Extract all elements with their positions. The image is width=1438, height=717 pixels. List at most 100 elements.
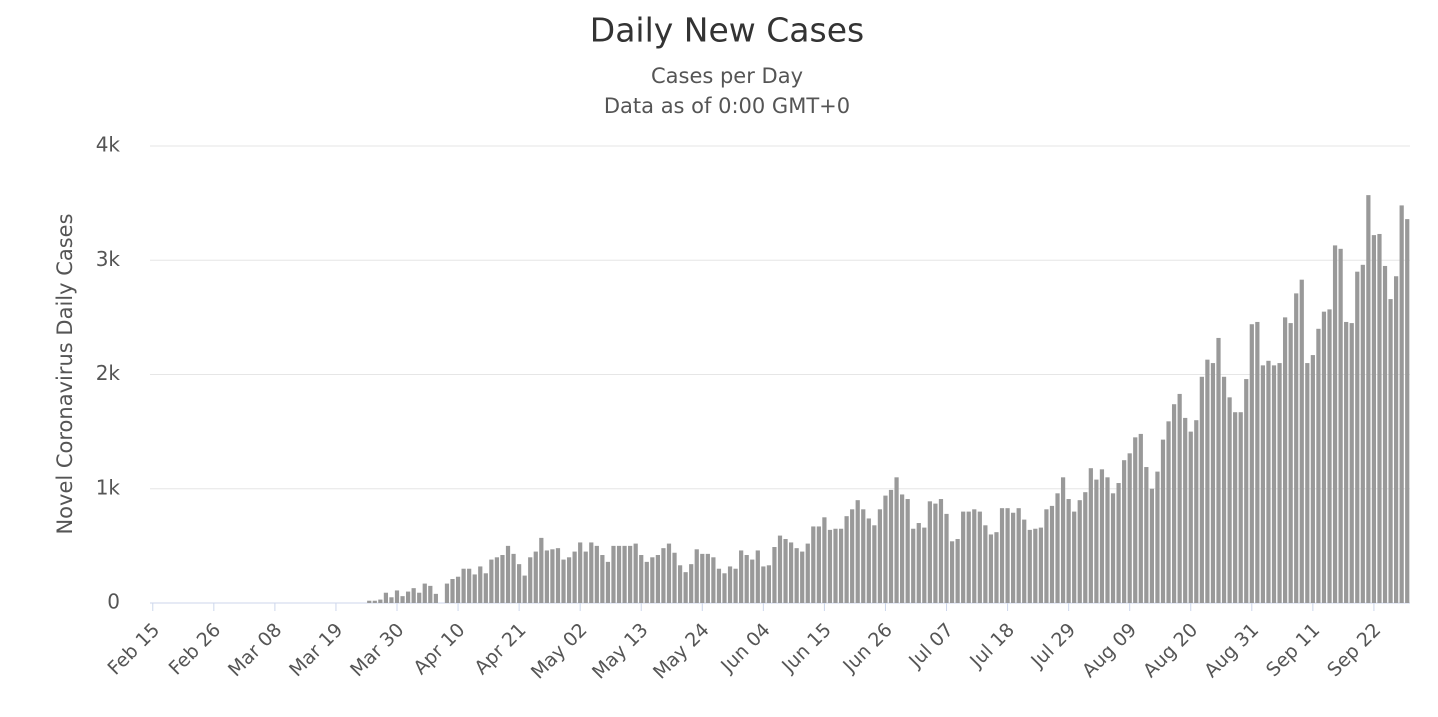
- bar: [838, 528, 844, 603]
- x-tick-label: Jun 15: [777, 619, 836, 678]
- bar: [583, 551, 588, 603]
- x-tick-label: Sep 22: [1323, 619, 1385, 681]
- bar: [900, 494, 905, 603]
- bar: [1105, 477, 1110, 603]
- bar: [1138, 433, 1143, 603]
- bar: [411, 588, 416, 603]
- bar: [1166, 421, 1171, 603]
- bar: [539, 537, 544, 603]
- bar: [1288, 323, 1293, 603]
- bar: [528, 557, 533, 603]
- bar: [866, 518, 871, 603]
- bar: [833, 528, 838, 603]
- bar: [494, 557, 500, 603]
- bar: [772, 547, 777, 603]
- bar: [983, 525, 988, 603]
- bar: [428, 585, 433, 603]
- bar: [616, 545, 622, 603]
- bar: [372, 600, 377, 603]
- bar: [1027, 529, 1032, 603]
- bar: [1005, 508, 1010, 603]
- bar: [1171, 404, 1177, 603]
- bar: [777, 535, 783, 603]
- bar: [677, 565, 683, 603]
- bar: [628, 545, 633, 603]
- bar: [1388, 299, 1393, 603]
- bar: [1083, 492, 1088, 603]
- bar: [1011, 512, 1016, 603]
- y-axis-label: Novel Coronavirus Daily Cases: [53, 213, 77, 534]
- bar: [755, 550, 760, 603]
- bar: [722, 573, 727, 603]
- x-tick-label: Jun 04: [716, 619, 775, 678]
- bar: [383, 592, 389, 603]
- bar: [905, 499, 910, 603]
- bar: [422, 583, 427, 603]
- bar: [1155, 471, 1160, 603]
- bar: [517, 564, 522, 603]
- bar: [739, 550, 744, 603]
- x-tick-label: Aug 20: [1139, 619, 1202, 682]
- bar: [1199, 376, 1204, 603]
- x-tick-label: Mar 30: [346, 619, 408, 681]
- bar: [1233, 412, 1238, 603]
- bar: [949, 541, 955, 603]
- bar: [1122, 460, 1127, 603]
- bar: [394, 590, 400, 603]
- bar: [1133, 437, 1138, 603]
- bar: [1216, 337, 1221, 603]
- bar: [389, 597, 394, 603]
- bar: [1210, 363, 1216, 603]
- bar: [816, 526, 821, 603]
- bar: [478, 566, 483, 603]
- bar: [1221, 376, 1227, 603]
- bar: [1049, 505, 1055, 603]
- bar: [600, 555, 605, 603]
- x-tick-label: Jul 07: [904, 619, 958, 673]
- y-tick-label: 1k: [96, 475, 121, 499]
- bar: [655, 555, 660, 603]
- chart-title: Daily New Cases: [590, 11, 864, 50]
- bar: [467, 568, 472, 603]
- bar: [966, 511, 971, 603]
- bar: [1144, 467, 1149, 603]
- bar: [805, 543, 810, 603]
- x-tick-label: Feb 26: [165, 619, 226, 680]
- bar: [822, 517, 827, 603]
- bar: [367, 600, 372, 603]
- bar: [744, 555, 749, 603]
- bar: [1277, 363, 1282, 603]
- bar: [683, 572, 688, 603]
- bar: [711, 557, 716, 603]
- bar: [855, 500, 860, 603]
- bar: [844, 516, 849, 603]
- bar: [927, 501, 932, 603]
- bar: [827, 529, 833, 603]
- bar: [1299, 279, 1304, 603]
- bar: [972, 509, 977, 603]
- bar: [933, 503, 938, 603]
- bar: [1044, 509, 1049, 603]
- bar: [1332, 245, 1338, 603]
- bar: [994, 532, 999, 603]
- bar: [1366, 195, 1371, 603]
- bar: [1310, 355, 1315, 603]
- bar: [1110, 493, 1116, 603]
- bar: [1271, 365, 1277, 603]
- bar: [1360, 264, 1365, 603]
- x-tick-label: Sep 11: [1262, 619, 1324, 681]
- bar: [861, 509, 866, 603]
- bar: [622, 545, 627, 603]
- x-tick-label: May 13: [588, 619, 653, 684]
- x-tick-label: May 02: [527, 619, 592, 684]
- x-tick-label: Jul 29: [1026, 619, 1080, 673]
- bar: [911, 528, 916, 603]
- bar: [378, 599, 383, 603]
- bar: [800, 551, 805, 603]
- bar: [1099, 469, 1105, 603]
- bar: [1321, 311, 1327, 603]
- bar: [1394, 276, 1399, 603]
- bar: [733, 568, 738, 603]
- chart-subtitle: Data as of 0:00 GMT+0: [604, 94, 850, 118]
- bar: [455, 576, 461, 603]
